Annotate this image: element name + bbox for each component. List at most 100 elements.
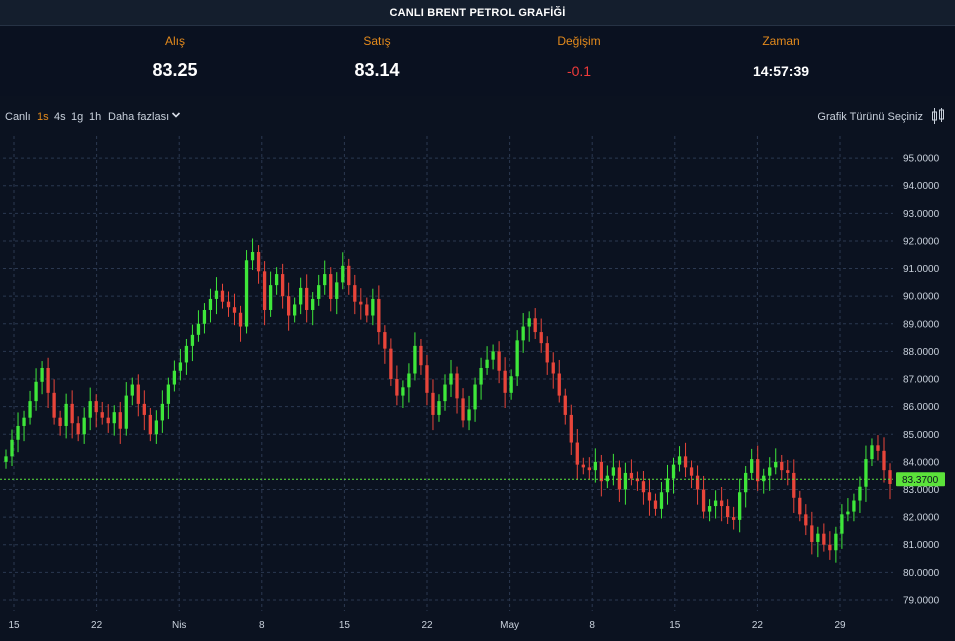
candle-body bbox=[858, 486, 862, 501]
x-tick-label: 22 bbox=[421, 620, 433, 631]
candlestick-icon[interactable] bbox=[930, 107, 946, 125]
candle-body bbox=[551, 362, 555, 374]
candle-body bbox=[106, 417, 110, 424]
time-label: Zaman bbox=[762, 34, 800, 48]
candle-body bbox=[521, 326, 525, 341]
candle-body bbox=[545, 343, 549, 363]
y-tick-label: 91.0000 bbox=[903, 264, 940, 275]
candle-body bbox=[683, 456, 688, 468]
candle-body bbox=[756, 459, 760, 482]
candle-body bbox=[707, 506, 712, 512]
candle-body bbox=[647, 492, 652, 501]
candle-body bbox=[641, 481, 646, 493]
candle-body bbox=[371, 298, 375, 316]
candle-body bbox=[479, 367, 483, 385]
candle-body bbox=[28, 401, 32, 418]
candle-body bbox=[665, 478, 670, 493]
candle-body bbox=[172, 370, 177, 385]
candle-body bbox=[701, 489, 706, 512]
candle-body bbox=[256, 251, 261, 272]
candle-body bbox=[262, 271, 267, 310]
candle-body bbox=[611, 467, 616, 476]
y-tick-label: 81.0000 bbox=[903, 540, 940, 551]
candle-body bbox=[840, 514, 844, 534]
x-tick-label: 8 bbox=[259, 620, 265, 631]
bid-label: Alış bbox=[164, 34, 185, 48]
price-chart[interactable]: 95.0000 94.0000 93.0000 92.0000 91.0000 90.00… bbox=[0, 136, 955, 641]
y-tick-label: 95.0000 bbox=[903, 154, 940, 165]
candle-body bbox=[533, 318, 537, 333]
x-tick-label: 15 bbox=[669, 620, 681, 631]
candle-body bbox=[389, 348, 393, 380]
candle-body bbox=[142, 403, 146, 415]
candle-body bbox=[268, 285, 273, 310]
candle-body bbox=[731, 517, 736, 520]
x-tick-label: May bbox=[500, 620, 519, 631]
candle-body bbox=[244, 260, 249, 327]
interval-4s-button[interactable]: 4s bbox=[54, 111, 66, 123]
candle-body bbox=[738, 492, 742, 520]
y-tick-label: 92.0000 bbox=[903, 236, 940, 247]
candle-body bbox=[671, 464, 676, 479]
candle-body bbox=[774, 461, 778, 468]
candle-body bbox=[425, 365, 429, 393]
chevron-down-icon[interactable] bbox=[171, 110, 181, 120]
candle-body bbox=[413, 345, 417, 374]
y-tick-label: 79.0000 bbox=[903, 595, 940, 606]
candle-body bbox=[130, 384, 134, 396]
candle-body bbox=[816, 533, 820, 542]
interval-1h-button[interactable]: 1h bbox=[89, 111, 102, 123]
candle-body bbox=[804, 514, 808, 526]
candle-body bbox=[509, 376, 513, 393]
candle-body bbox=[202, 309, 207, 324]
candle-body bbox=[100, 412, 104, 418]
candle-body bbox=[888, 470, 892, 484]
candle-body bbox=[810, 525, 814, 542]
candle-body bbox=[870, 445, 874, 460]
y-tick-label: 84.0000 bbox=[903, 457, 940, 468]
candle-body bbox=[563, 395, 567, 415]
candle-body bbox=[214, 290, 219, 299]
more-intervals-button[interactable]: Daha fazlası bbox=[108, 111, 170, 123]
x-tick-label: 15 bbox=[339, 620, 351, 631]
price-chart-canvas[interactable]: 95.0000 94.0000 93.0000 92.0000 91.0000 90.00… bbox=[0, 136, 955, 641]
candle-body bbox=[539, 332, 543, 344]
time-value: 14:57:39 bbox=[752, 63, 810, 79]
candle-body bbox=[491, 351, 495, 360]
x-tick-label: Nis bbox=[172, 620, 186, 631]
candle-body bbox=[629, 472, 634, 479]
candle-body bbox=[16, 425, 20, 440]
candle-body bbox=[124, 395, 128, 429]
candle-body bbox=[82, 417, 86, 435]
candle-body bbox=[473, 384, 477, 410]
interval-1g-button[interactable]: 1g bbox=[71, 111, 84, 123]
candle-body bbox=[569, 414, 573, 443]
candle-body bbox=[4, 456, 8, 462]
candle-body bbox=[617, 467, 622, 490]
chart-type-select[interactable]: Grafik Türünü Seçiniz bbox=[817, 111, 923, 123]
interval-live-button[interactable]: Canlı bbox=[5, 111, 31, 123]
candle-body bbox=[762, 475, 766, 482]
candle-body bbox=[677, 456, 682, 465]
candle-body bbox=[76, 423, 80, 435]
candle-body bbox=[359, 301, 363, 305]
candle-body bbox=[383, 332, 387, 349]
bid-value: 83.25 bbox=[152, 60, 198, 80]
candle-body bbox=[689, 467, 694, 476]
candle-body bbox=[226, 301, 231, 308]
candle-body bbox=[515, 340, 519, 377]
candle-body bbox=[593, 461, 597, 471]
x-tick-label: 22 bbox=[752, 620, 764, 631]
candle-body bbox=[503, 370, 507, 393]
candle-body bbox=[876, 445, 880, 451]
candle-body bbox=[780, 461, 784, 471]
candle-body bbox=[635, 478, 640, 482]
candle-body bbox=[353, 285, 357, 302]
candle-body bbox=[431, 392, 435, 415]
x-tick-label: 15 bbox=[8, 620, 20, 631]
chart-toolbar: Canlı 1s 4s 1g 1h Daha fazlası Grafik Tü… bbox=[0, 106, 955, 128]
interval-1s-button[interactable]: 1s bbox=[37, 111, 49, 123]
candle-body bbox=[341, 265, 345, 283]
candle-body bbox=[864, 459, 868, 487]
candle-body bbox=[401, 387, 405, 396]
